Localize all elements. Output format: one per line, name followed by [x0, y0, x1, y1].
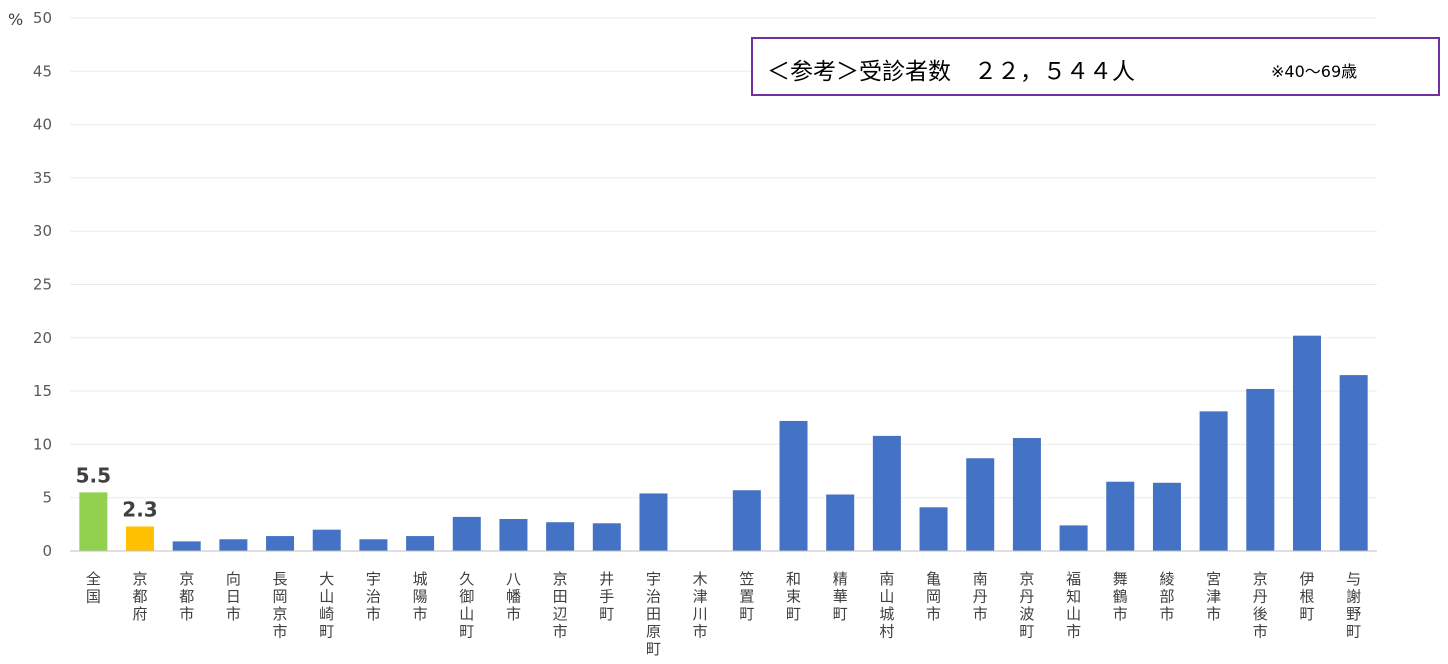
category-label: 南山城村: [879, 570, 894, 641]
category-label: 八幡市: [506, 570, 521, 623]
category-label: 城陽市: [413, 570, 428, 623]
y-tick-label: 10: [33, 435, 52, 453]
category-label: 伊根町: [1299, 570, 1314, 623]
y-tick-label: 40: [33, 116, 52, 134]
bar-9: [499, 519, 528, 551]
category-labels: 全国 京都府 京都市 向日市 長岡京市 大山崎町 宇治市 城陽市 久御山町 八幡市 京田辺市 井手町 宇…: [86, 570, 1361, 658]
category-label: 井手町: [599, 570, 614, 623]
bar-24: [1199, 411, 1228, 551]
y-tick-label: 30: [33, 222, 52, 240]
bar-19: [966, 458, 995, 551]
bar-18: [919, 507, 948, 551]
bar-7: [406, 536, 435, 551]
category-label: 精華町: [833, 570, 848, 623]
category-label: 全国: [86, 570, 101, 606]
bar-14: [732, 490, 761, 551]
category-label: 笠置町: [739, 570, 754, 623]
bar-8: [452, 516, 481, 551]
y-axis-unit: %: [8, 10, 23, 29]
bar-1: [126, 526, 155, 551]
bar-4: [266, 536, 295, 551]
category-label: 向日市: [226, 570, 241, 623]
bar-22: [1106, 481, 1135, 551]
note-box: ＜参考＞受診者数 ２２，５４４人 ※40～69歳: [751, 37, 1440, 96]
bar-27: [1339, 375, 1368, 551]
y-tick-label: 15: [33, 382, 52, 400]
y-tick-label: 0: [42, 542, 52, 560]
y-tick-label: 45: [33, 62, 52, 80]
category-label: 京田辺市: [553, 570, 568, 641]
bar-12: [639, 493, 668, 551]
bar-16: [826, 494, 855, 551]
y-tick-label: 35: [33, 169, 52, 187]
bar-11: [592, 523, 621, 551]
category-label: 福知山市: [1066, 570, 1081, 641]
bar-17: [872, 435, 901, 551]
category-label: 京丹後市: [1253, 570, 1268, 641]
category-label: 綾部市: [1159, 570, 1174, 623]
category-label: 木津川市: [693, 570, 708, 641]
category-label: 久御山町: [459, 570, 474, 641]
bar-3: [219, 539, 248, 551]
bar-20: [1012, 438, 1041, 551]
bar-25: [1246, 388, 1275, 551]
bar-10: [546, 522, 575, 551]
y-tick-label: 25: [33, 276, 52, 294]
bars: [79, 335, 1368, 551]
category-label: 京丹波町: [1019, 570, 1034, 641]
note-sub-text: ※40～69歳: [1271, 62, 1358, 81]
bar-6: [359, 539, 388, 551]
category-label: 宇治田原町: [646, 570, 661, 658]
bar-23: [1152, 482, 1181, 551]
y-axis-ticks: 0 5 10 15 20 25 30 35 40 45 50: [33, 9, 52, 560]
category-label: 宮津市: [1206, 570, 1221, 623]
category-label: 舞鶴市: [1113, 570, 1128, 623]
category-label: 大山崎町: [319, 570, 334, 641]
bar-0: [79, 492, 108, 551]
category-label: 京都市: [179, 570, 194, 623]
y-tick-label: 5: [42, 489, 52, 507]
category-label: 南丹市: [973, 570, 988, 623]
y-tick-label: 50: [33, 9, 52, 27]
category-label: 与謝野町: [1346, 570, 1361, 641]
data-label: 5.5: [76, 463, 111, 487]
data-label: 2.3: [122, 497, 157, 521]
category-label: 長岡京市: [273, 570, 288, 641]
category-label: 和束町: [786, 570, 801, 623]
bar-2: [172, 541, 201, 551]
bar-21: [1059, 525, 1088, 551]
gridlines: [70, 17, 1377, 499]
category-label: 宇治市: [366, 570, 381, 623]
category-label: 京都府: [133, 570, 148, 623]
data-labels: 5.5 2.3: [76, 463, 158, 521]
note-main-text: ＜参考＞受診者数 ２２，５４４人: [767, 59, 1135, 85]
bar-26: [1292, 335, 1321, 551]
y-tick-label: 20: [33, 329, 52, 347]
bar-5: [312, 529, 341, 551]
category-label: 亀岡市: [926, 570, 941, 623]
bar-15: [779, 420, 808, 551]
